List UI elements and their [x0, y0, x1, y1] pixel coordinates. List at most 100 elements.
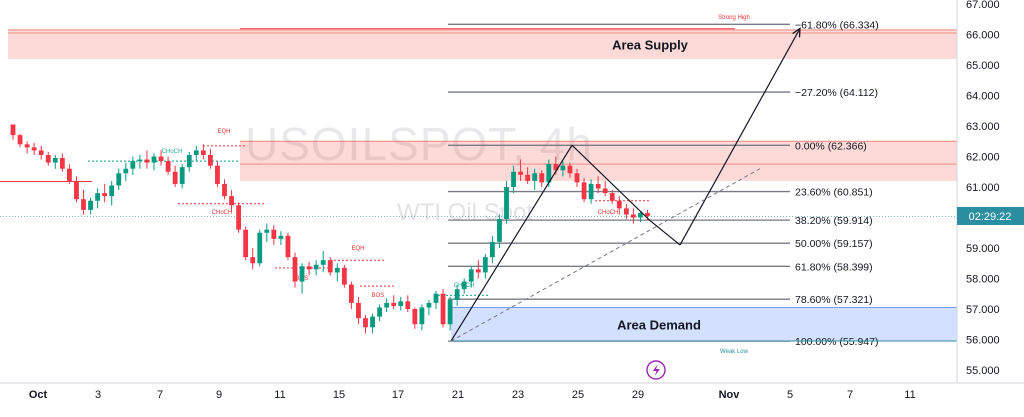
- candle-body: [151, 156, 157, 163]
- projection-segment: [571, 144, 651, 221]
- y-tick-label: 64.000: [966, 91, 1000, 103]
- fib-label: 61.80% (58.399): [795, 261, 873, 273]
- tv-logo-icon[interactable]: [646, 360, 666, 380]
- candle-body: [490, 241, 495, 258]
- candle-body: [525, 174, 531, 181]
- y-tick-label: 57.000: [966, 304, 1000, 316]
- fib-label: −61.80% (66.334): [795, 19, 879, 31]
- zone-label: Area Demand: [617, 317, 701, 332]
- candle-body: [398, 301, 404, 306]
- annotation-label: Weak Low: [720, 349, 749, 355]
- candle-body: [426, 302, 432, 308]
- candle-body: [454, 289, 460, 300]
- x-tick-label: 9: [216, 389, 222, 401]
- candle-body: [349, 284, 354, 303]
- fib-layer: −61.80% (66.334) −27.20% (64.112) 0.00% (6…: [448, 19, 879, 348]
- candle-body: [638, 212, 643, 218]
- y-tick-label: 62.000: [966, 152, 1000, 164]
- annotation-label: EQH: [351, 246, 364, 252]
- y-tick-label: 55.000: [966, 365, 1000, 377]
- annotation-label: CHoCH: [162, 149, 183, 155]
- candle-body: [271, 229, 277, 239]
- y-tick-label: 67.000: [966, 0, 1000, 11]
- candle-body: [504, 187, 509, 220]
- candle-body: [278, 235, 284, 239]
- candle-body: [482, 257, 488, 273]
- annotation-label: CHoCH: [598, 210, 619, 216]
- x-tick-label: Oct: [29, 389, 48, 401]
- x-tick-label: 7: [157, 389, 163, 401]
- candle-body: [299, 266, 305, 282]
- candles-layer: [10, 124, 650, 334]
- y-tick-label: 56.000: [966, 335, 1000, 347]
- candle-body: [215, 165, 220, 184]
- candle-body: [17, 135, 23, 145]
- candle-body: [356, 302, 361, 319]
- candle-body: [88, 200, 93, 210]
- candle-body: [165, 161, 171, 172]
- price-tag-bg: [957, 206, 1024, 225]
- x-tick-label: 11: [904, 389, 915, 401]
- candle-body: [306, 266, 312, 270]
- candle-body: [186, 154, 192, 168]
- candle-body: [461, 281, 467, 290]
- candle-body: [609, 193, 615, 201]
- projection-layer: [450, 27, 801, 342]
- projection-arrowhead: [792, 27, 801, 38]
- x-tick-label: 7: [847, 389, 853, 401]
- candle-body: [250, 257, 256, 264]
- x-tick-label: 15: [333, 389, 345, 401]
- fib-label: 100.00% (55.947): [795, 336, 878, 348]
- candle-body: [560, 165, 566, 171]
- candle-body: [109, 185, 115, 197]
- candle-body: [363, 318, 368, 328]
- annotation-label: Strong High: [718, 15, 750, 21]
- zone-rect: [451, 307, 957, 342]
- y-tick-label: 58.000: [966, 274, 1000, 286]
- x-tick-label: 5: [787, 389, 793, 401]
- candle-body: [313, 264, 319, 270]
- zone-rect: [8, 29, 957, 59]
- candle-body: [645, 212, 650, 216]
- candle-body: [74, 180, 79, 200]
- candle-body: [616, 200, 622, 209]
- candle-body: [243, 229, 249, 258]
- annotation-label: EQH: [217, 129, 230, 135]
- candle-body: [67, 168, 72, 181]
- fib-label: 38.20% (59.914): [795, 215, 873, 227]
- candle-body: [384, 302, 390, 308]
- x-tick-label: 29: [632, 389, 644, 401]
- candle-body: [412, 309, 418, 325]
- candle-body: [158, 156, 164, 162]
- candle-body: [172, 171, 178, 184]
- candle-body: [497, 219, 502, 242]
- projection-segment: [649, 220, 681, 246]
- annotation-label: CHoCH: [212, 210, 233, 216]
- x-tick-label: 11: [274, 389, 285, 401]
- candle-body: [581, 182, 587, 200]
- candle-body: [222, 183, 227, 197]
- y-tick-label: 63.000: [966, 121, 1000, 133]
- candle-body: [602, 188, 608, 194]
- price-tag-label: 02:29:22: [969, 211, 1012, 223]
- candle-body: [144, 159, 150, 163]
- candle-body: [475, 269, 481, 273]
- fib-label: 0.00% (62.366): [795, 140, 867, 152]
- x-tick-label: 21: [452, 389, 464, 401]
- candle-body: [130, 161, 136, 169]
- projection-segment: [450, 144, 573, 342]
- candle-body: [38, 150, 44, 155]
- candle-body: [595, 183, 601, 189]
- candle-body: [623, 208, 629, 215]
- candle-body: [24, 144, 30, 148]
- fib-label: 23.60% (60.851): [795, 187, 873, 199]
- candle-body: [257, 232, 263, 264]
- watermark-name: WTI Oil Spot: [397, 199, 533, 226]
- zones-layer: Area Supply Area Demand: [8, 29, 957, 342]
- fib-label: 78.60% (57.321): [795, 294, 873, 306]
- candle-body: [179, 167, 185, 184]
- projection-segment: [679, 28, 801, 246]
- candle-body: [193, 150, 199, 155]
